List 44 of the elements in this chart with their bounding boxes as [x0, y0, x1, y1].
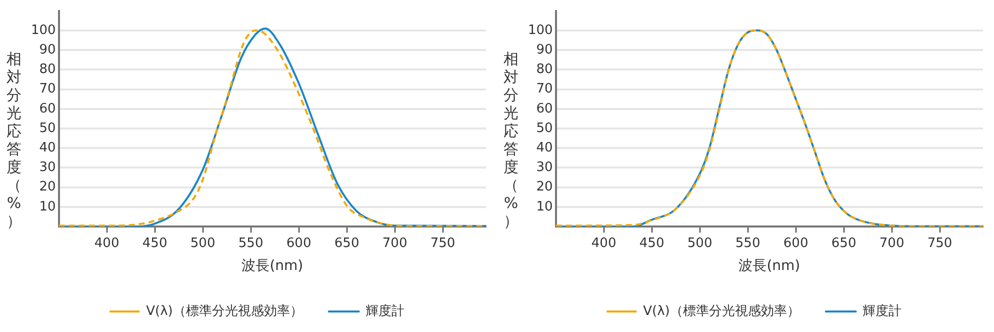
text: 相対分光応答度（%）: [504, 50, 518, 230]
x-tick-label: 400: [591, 236, 616, 251]
y-tick-label: 100: [528, 22, 553, 38]
x-tick-label: 550: [238, 236, 264, 251]
x-tick-label: 700: [879, 236, 904, 251]
y-tick-label: 70: [536, 82, 553, 97]
x-tick-label: 650: [831, 236, 856, 251]
x-tick-label: 550: [735, 236, 760, 251]
y-tick-label: 50: [39, 120, 56, 136]
x-tick-label: 600: [783, 236, 808, 251]
legend-label: V(λ)（標準分光視感効率）: [643, 302, 800, 319]
x-tick-label: 400: [94, 236, 120, 251]
x-axis-title: 波長(nm): [738, 258, 800, 274]
x-tick-label: 600: [286, 236, 312, 251]
y-tick-label: 30: [39, 160, 56, 176]
x-tick-label: 450: [142, 236, 168, 251]
y-tick-label: 50: [536, 120, 553, 136]
y-tick-label: 90: [39, 42, 56, 58]
y-tick-label: 20: [39, 180, 56, 195]
x-tick-label: 500: [687, 236, 712, 251]
y-tick-label: 80: [536, 62, 553, 78]
y-tick-label: 60: [39, 101, 56, 116]
text: 相対分光応答度（%）: [6, 50, 22, 230]
y-tick-label: 10: [536, 199, 553, 214]
legend-label: 輝度計: [365, 302, 404, 319]
y-tick-label: 40: [39, 140, 56, 156]
y-tick-label: 20: [536, 180, 553, 195]
x-tick-label: 700: [382, 236, 408, 251]
y-tick-label: 60: [536, 101, 553, 116]
y-tick-label: 10: [39, 199, 56, 214]
y-tick-label: 40: [536, 140, 553, 156]
y-tick-label: 100: [30, 22, 56, 38]
x-tick-label: 650: [334, 236, 360, 251]
y-tick-label: 70: [39, 82, 56, 97]
x-tick-label: 500: [190, 236, 216, 251]
y-tick-label: 80: [39, 62, 56, 78]
legend-label: V(λ)（標準分光視感効率）: [146, 302, 303, 319]
y-tick-label: 90: [536, 42, 553, 58]
x-tick-label: 750: [927, 236, 952, 251]
y-tick-label: 30: [536, 160, 553, 176]
x-axis-title: 波長(nm): [242, 258, 304, 274]
x-tick-label: 450: [639, 236, 664, 251]
legend-label: 輝度計: [862, 302, 902, 319]
x-tick-label: 750: [430, 236, 456, 251]
